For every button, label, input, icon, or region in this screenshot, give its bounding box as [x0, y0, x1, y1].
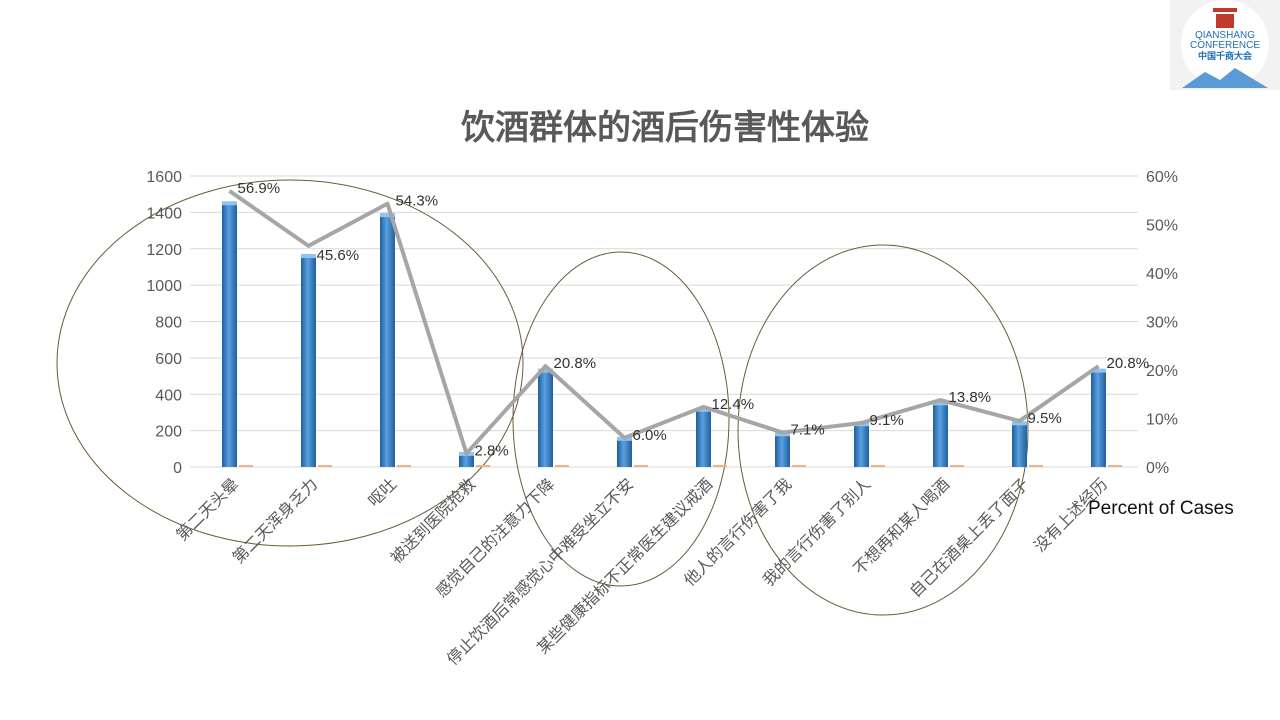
- bar-cap: [1012, 421, 1027, 426]
- legend-percent-of-cases: Percent of Cases: [1088, 498, 1234, 519]
- logo-line1: QIANSHANG: [1195, 30, 1255, 41]
- bar: [459, 453, 474, 467]
- percent-label: 45.6%: [317, 247, 360, 264]
- y2-axis-ticks: 0% 10% 20% 30% 40% 50% 60%: [1146, 169, 1178, 477]
- bar-minor: [634, 465, 648, 467]
- y2-tick-label: 30%: [1146, 315, 1178, 332]
- x-tick-label: 呕吐: [364, 474, 400, 510]
- group-circles: [56, 179, 1029, 616]
- conference-logo: QIANSHANG CONFERENCE 中国千商大会: [1170, 0, 1280, 90]
- group-circle: [56, 179, 524, 547]
- x-tick-label: 某些健康指标不正常医生建议戒酒: [533, 474, 716, 657]
- bar-series: [222, 201, 1122, 467]
- bar-minor: [1029, 465, 1043, 467]
- bar-cap: [696, 407, 711, 412]
- bar: [933, 403, 948, 467]
- gridlines: [190, 175, 1138, 468]
- bar-minor: [555, 465, 569, 467]
- bar-minor: [950, 465, 964, 467]
- bar-cap: [301, 254, 316, 259]
- bar: [1012, 423, 1027, 467]
- y-axis-ticks: 0 200 400 600 800 1000 1200 1400 1600: [146, 169, 182, 477]
- bar-cap: [933, 401, 948, 406]
- y2-tick-label: 40%: [1146, 266, 1178, 283]
- percent-label: 7.1%: [791, 422, 825, 439]
- y-tick-label: 400: [155, 387, 182, 404]
- y2-tick-label: 0%: [1146, 460, 1169, 477]
- y-tick-label: 200: [155, 424, 182, 441]
- bar-minor: [397, 465, 411, 467]
- bar-minor: [239, 465, 253, 467]
- bar-minor: [318, 465, 332, 467]
- percent-label: 9.1%: [870, 412, 904, 429]
- percent-label: 9.5%: [1028, 410, 1062, 427]
- bar-minor: [792, 465, 806, 467]
- bar: [617, 438, 632, 467]
- group-circle: [737, 244, 1029, 616]
- y-tick-label: 1600: [146, 169, 182, 186]
- percent-label: 56.9%: [238, 180, 281, 197]
- bar: [222, 203, 237, 467]
- chart-title: 饮酒群体的酒后伤害性体验: [461, 108, 869, 148]
- group-circle: [512, 251, 730, 587]
- bar-minor: [713, 465, 727, 467]
- y2-tick-label: 10%: [1146, 412, 1178, 429]
- bar-minor: [1108, 465, 1122, 467]
- percent-labels: 56.9% 45.6% 54.3% 2.8% 20.8% 6.0% 12.4% 7.1% 9.1…: [238, 180, 1150, 459]
- y-tick-label: 1200: [146, 242, 182, 259]
- y-tick-label: 600: [155, 351, 182, 368]
- bar-cap: [538, 368, 553, 373]
- y-tick-label: 1400: [146, 205, 182, 222]
- logo-line2: CONFERENCE: [1190, 40, 1260, 51]
- percent-label: 13.8%: [949, 389, 992, 406]
- bar-cap: [222, 201, 237, 206]
- bar: [301, 256, 316, 467]
- bar: [854, 424, 869, 467]
- y-tick-label: 800: [155, 315, 182, 332]
- bar: [1091, 370, 1106, 467]
- percent-label: 6.0%: [633, 427, 667, 444]
- bar-cap: [1091, 368, 1106, 373]
- bar-cap: [380, 213, 395, 218]
- x-tick-label: 第二天浑身乏力: [229, 474, 322, 567]
- bar: [380, 215, 395, 467]
- y-tick-label: 0: [173, 460, 182, 477]
- percent-label: 2.8%: [475, 442, 509, 459]
- y2-tick-label: 20%: [1146, 363, 1178, 380]
- y2-tick-label: 60%: [1146, 169, 1178, 186]
- bar-minor: [871, 465, 885, 467]
- y-tick-label: 1000: [146, 278, 182, 295]
- y2-tick-label: 50%: [1146, 218, 1178, 235]
- percent-label: 54.3%: [396, 193, 439, 210]
- bar: [775, 434, 790, 467]
- logo-line3: 中国千商大会: [1198, 50, 1253, 62]
- percent-line-series: [228, 189, 1100, 456]
- bar: [538, 370, 553, 467]
- bar-minor: [476, 465, 490, 467]
- percent-label: 12.4%: [712, 396, 755, 413]
- bar: [696, 409, 711, 467]
- percent-label: 20.8%: [1107, 355, 1150, 372]
- percent-line: [228, 189, 1100, 456]
- percent-label: 20.8%: [554, 355, 597, 372]
